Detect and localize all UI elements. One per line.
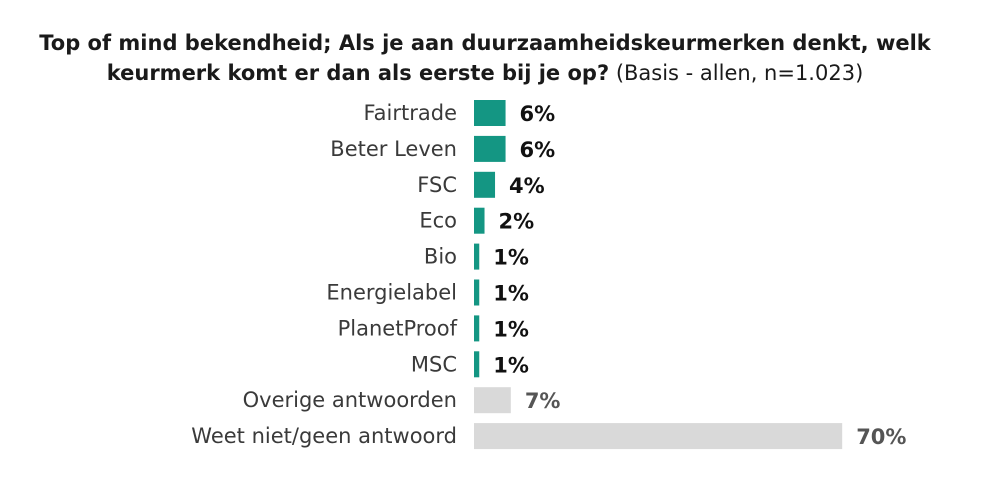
- bar: [474, 315, 480, 342]
- bar: [474, 423, 843, 450]
- chart-title: Top of mind bekendheid; Als je aan duurz…: [0, 28, 970, 88]
- bar: [474, 243, 480, 270]
- bar: [474, 135, 506, 162]
- bar: [474, 387, 511, 414]
- category-label: Bio: [424, 245, 457, 269]
- category-label: Eco: [419, 209, 457, 233]
- category-label: FSC: [417, 173, 457, 197]
- value-label: 4%: [509, 174, 545, 198]
- category-label: Energielabel: [326, 281, 457, 305]
- value-label: 1%: [493, 246, 529, 270]
- bar: [474, 279, 480, 306]
- bar: [474, 207, 485, 234]
- category-label: Fairtrade: [364, 101, 457, 125]
- bar: [474, 351, 480, 378]
- bar: [474, 100, 506, 126]
- value-label: 6%: [520, 138, 556, 162]
- value-label: 6%: [520, 102, 556, 126]
- category-label: Overige antwoorden: [243, 388, 457, 412]
- category-label: MSC: [411, 352, 457, 376]
- category-label: Beter Leven: [330, 137, 457, 161]
- value-label: 70%: [856, 425, 906, 449]
- value-label: 7%: [525, 389, 561, 413]
- value-label: 1%: [493, 317, 529, 341]
- value-label: 2%: [499, 210, 535, 234]
- chart-title-basis: (Basis - allen, n=1.023): [615, 61, 864, 85]
- category-label: Weet niet/geen antwoord: [191, 424, 457, 448]
- value-label: 1%: [493, 353, 529, 377]
- chart-title-main: Top of mind bekendheid; Als je aan duurz…: [39, 31, 931, 85]
- value-label: 1%: [493, 282, 529, 306]
- bar: [474, 171, 496, 198]
- category-label: PlanetProof: [338, 316, 458, 340]
